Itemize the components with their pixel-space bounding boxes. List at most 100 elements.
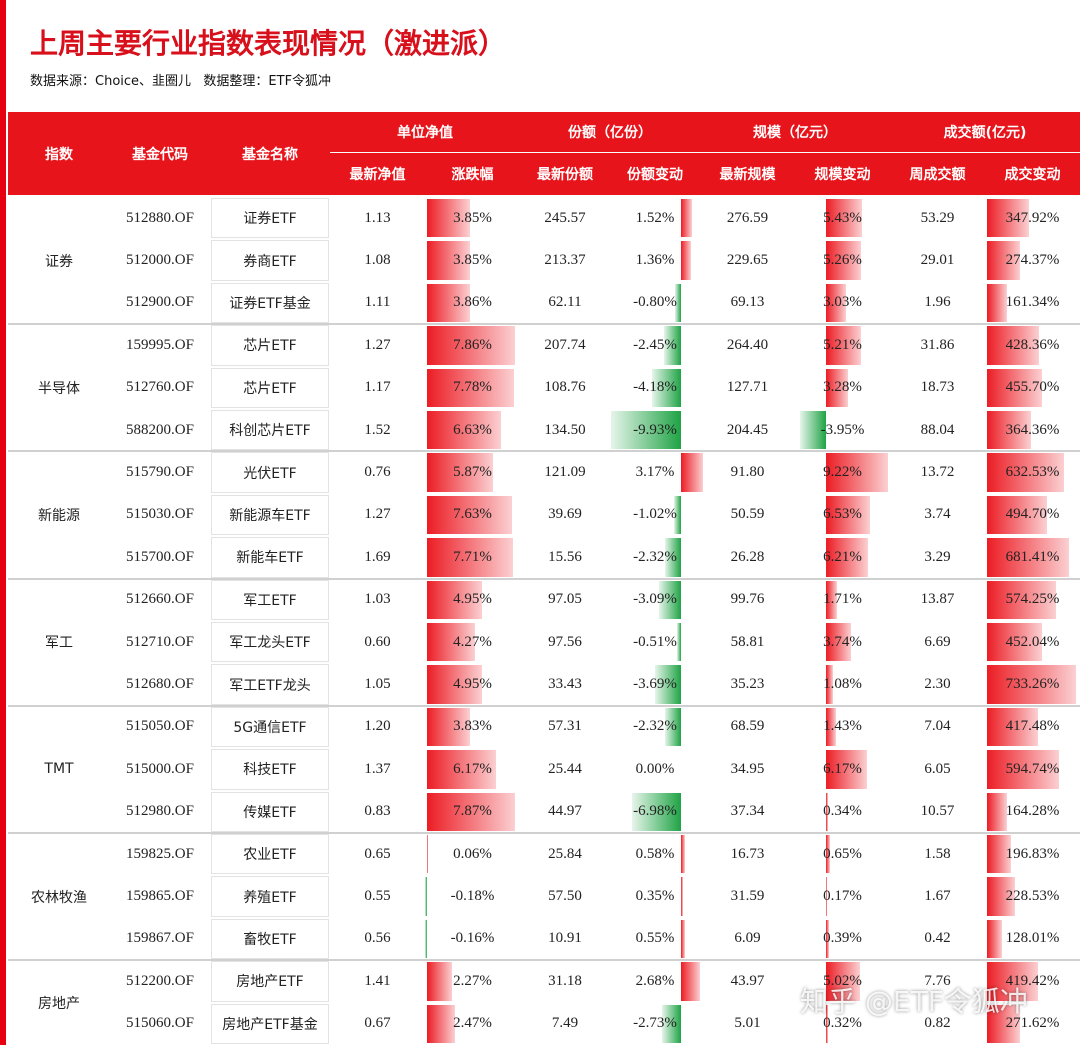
table-cell: 6.21% (823, 548, 862, 565)
data-bar (987, 919, 1003, 959)
data-bar (826, 199, 863, 238)
table-cell: 1.11 (364, 294, 391, 311)
table-cell: 515060.OF (126, 1015, 194, 1032)
data-bar (663, 326, 681, 365)
name-box (211, 706, 329, 748)
table-cell: 99.76 (730, 591, 765, 608)
fund-name: 芯片ETF (243, 338, 297, 355)
section-divider (8, 450, 1080, 453)
table-cell: 512680.OF (126, 676, 194, 693)
table-cell: -0.16% (450, 930, 495, 947)
table-cell: 1.03 (364, 591, 391, 608)
table-cell: 53.29 (920, 209, 955, 226)
name-box (211, 834, 329, 875)
table-cell: -1.02% (633, 506, 677, 523)
table-cell: 1.69 (364, 548, 391, 565)
data-bar (681, 241, 691, 280)
table-cell: 515030.OF (126, 506, 194, 523)
table-cell: 207.74 (544, 336, 586, 353)
fund-name: 光伏ETF (243, 465, 297, 482)
name-box (211, 410, 329, 451)
table-cell: 57.31 (548, 718, 582, 735)
data-bar (987, 877, 1015, 916)
name-box (211, 198, 329, 239)
table-cell: 1.43% (823, 718, 862, 735)
table-cell: 33.43 (548, 676, 582, 693)
table-cell: 0.56 (364, 930, 391, 947)
table-cell: 681.41% (1005, 548, 1060, 565)
table-cell: 3.03% (823, 294, 862, 311)
fund-name: 畜牧ETF (243, 931, 297, 948)
name-box (211, 367, 329, 408)
fund-name: 5G通信ETF (233, 719, 307, 736)
table-cell: 7.76 (924, 972, 951, 989)
data-bar (681, 919, 685, 959)
data-bar (826, 1004, 829, 1043)
fund-name: 证券ETF (243, 211, 297, 228)
table-cell: 35.23 (730, 676, 765, 693)
section-divider (8, 323, 1080, 326)
table-cell: 0.34% (823, 803, 862, 820)
header-group: 规模（亿元） (753, 125, 837, 141)
table-cell: 0.76 (364, 464, 391, 481)
table-cell: 1.27 (364, 336, 391, 353)
table-cell: -0.18% (450, 888, 495, 905)
table-cell: 2.47% (453, 1015, 492, 1032)
data-bar (681, 962, 700, 1001)
fund-name: 科创芯片ETF (229, 423, 311, 440)
table-cell: 128.01% (1005, 930, 1060, 947)
fund-name: 房地产ETF基金 (222, 1016, 318, 1033)
table-cell: 228.53% (1005, 888, 1060, 905)
data-bar (987, 962, 1038, 1001)
header-group: 份额（亿份） (568, 125, 652, 141)
header-cell: 基金名称 (242, 146, 298, 163)
data-bar (677, 623, 681, 662)
table-cell: 6.63% (453, 421, 492, 438)
header-sub: 最新净值 (349, 167, 406, 183)
table-cell: 9.22% (823, 464, 862, 481)
section-name: 房地产 (38, 995, 80, 1012)
section-name: 农林牧渔 (31, 889, 87, 906)
name-box (211, 240, 329, 281)
fund-name: 军工ETF (243, 592, 297, 609)
table-cell: 10.91 (548, 930, 582, 947)
table-cell: 512660.OF (126, 591, 194, 608)
table-cell: 0.00% (635, 760, 675, 777)
table-cell: 632.53% (1005, 464, 1060, 481)
table-cell: 97.05 (548, 591, 582, 608)
header-sub: 最新份额 (537, 167, 593, 183)
table-cell: 3.17% (635, 464, 675, 481)
table-cell: 1.27 (364, 506, 391, 523)
data-bar (987, 241, 1021, 280)
table-cell: 34.95 (730, 760, 765, 777)
table-cell: 1.08 (364, 252, 391, 269)
data-bar (799, 411, 826, 450)
title: 上周主要行业指数表现情况（激进派） (30, 27, 507, 60)
data-bar (987, 495, 1047, 535)
data-bar (427, 283, 471, 323)
table-cell: 127.71 (726, 379, 769, 396)
table-cell: 0.82 (924, 1015, 951, 1032)
table-cell: 264.40 (726, 336, 769, 353)
table-cell: 3.74 (924, 506, 951, 523)
table-cell: 196.83% (1005, 845, 1060, 862)
table-cell: 3.29 (924, 548, 951, 565)
data-bar (425, 919, 427, 959)
table-cell: -3.09% (633, 591, 677, 608)
table-cell: 91.80 (730, 464, 765, 481)
data-bar (987, 750, 1059, 789)
table-cell: 39.69 (548, 506, 582, 523)
table-cell: 512200.OF (126, 972, 194, 989)
data-bar (826, 877, 828, 916)
section-divider (8, 959, 1080, 962)
table-cell: 733.26% (1005, 676, 1060, 693)
table-cell: 97.56 (548, 633, 582, 650)
source: 数据来源：Choice、韭圈儿 数据整理：ETF令狐冲 (30, 74, 332, 89)
data-bar (659, 580, 681, 619)
data-bar (826, 623, 852, 662)
name-box (211, 918, 329, 960)
table-cell: 512880.OF (126, 209, 194, 226)
table-cell: 159825.OF (126, 845, 194, 862)
table-cell: -3.69% (633, 676, 677, 693)
table-cell: 3.83% (453, 718, 492, 735)
